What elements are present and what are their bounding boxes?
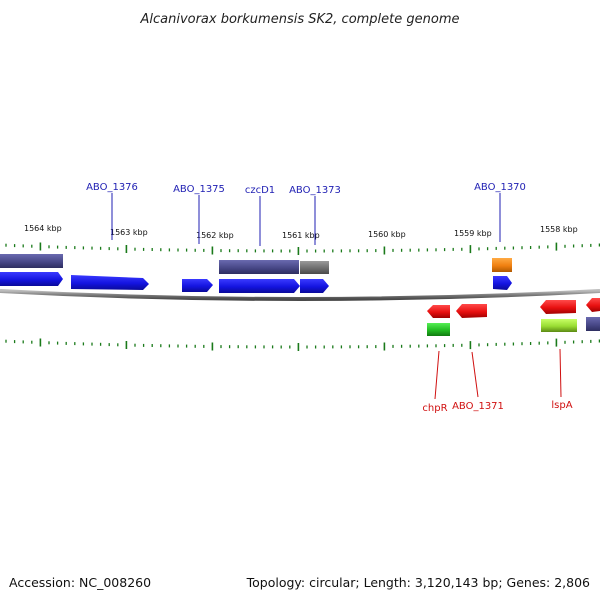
label-leader-line bbox=[559, 348, 562, 398]
topology-label: Topology: circular; Length: 3,120,143 bp… bbox=[246, 575, 590, 590]
scale-label-1563: 1563 kbp bbox=[110, 228, 148, 237]
accession-label: Accession: NC_008260 bbox=[9, 575, 152, 590]
gene-label-abo-1371[interactable]: ABO_1371 bbox=[452, 401, 504, 412]
label-leader-line bbox=[471, 351, 479, 398]
scale-label-1561: 1561 kbp bbox=[282, 231, 320, 240]
scale-label-1562: 1562 kbp bbox=[196, 231, 234, 240]
gene-arrow-forward[interactable] bbox=[219, 279, 300, 293]
gene-arrow-forward[interactable] bbox=[493, 276, 512, 290]
scale-ticks-reverse bbox=[5, 338, 600, 351]
cds-feature[interactable] bbox=[0, 254, 63, 268]
scale-label-1558: 1558 kbp bbox=[540, 225, 578, 234]
gene-arrow-forward[interactable] bbox=[71, 275, 149, 290]
gene-label-abo-1373[interactable]: ABO_1373 bbox=[289, 185, 341, 196]
label-leader-line bbox=[434, 350, 440, 400]
cds-feature[interactable] bbox=[427, 323, 450, 336]
gene-arrow-reverse[interactable] bbox=[427, 305, 450, 318]
map-title: Alcanivorax borkumensis SK2, complete ge… bbox=[139, 12, 459, 27]
scale-label-1559: 1559 kbp bbox=[454, 229, 492, 238]
cds-feature[interactable] bbox=[492, 258, 512, 272]
gene-arrow-forward[interactable] bbox=[182, 279, 213, 292]
gene-arrow-reverse[interactable] bbox=[586, 298, 600, 312]
gene-label-abo-1376[interactable]: ABO_1376 bbox=[86, 182, 138, 193]
cds-feature[interactable] bbox=[586, 317, 600, 331]
gene-arrow-forward[interactable] bbox=[300, 279, 329, 293]
scale-label-1564: 1564 kbp bbox=[24, 224, 62, 233]
gene-label-abo-1375[interactable]: ABO_1375 bbox=[173, 184, 225, 195]
cds-feature[interactable] bbox=[219, 260, 299, 274]
scale-label-1560: 1560 kbp bbox=[368, 230, 406, 239]
gene-label-czcd1[interactable]: czcD1 bbox=[245, 185, 275, 196]
gene-arrow-forward[interactable] bbox=[0, 272, 63, 286]
genome-backbone bbox=[0, 289, 600, 301]
gene-arrow-reverse[interactable] bbox=[540, 300, 576, 314]
scale-ticks-forward bbox=[5, 242, 600, 255]
cds-feature[interactable] bbox=[541, 319, 577, 332]
gene-label-abo-1370[interactable]: ABO_1370 bbox=[474, 182, 526, 193]
cds-feature[interactable] bbox=[300, 261, 329, 274]
gene-arrow-reverse[interactable] bbox=[456, 304, 487, 318]
gene-label-lspa[interactable]: lspA bbox=[551, 400, 572, 411]
gene-label-chpr[interactable]: chpR bbox=[422, 403, 447, 414]
